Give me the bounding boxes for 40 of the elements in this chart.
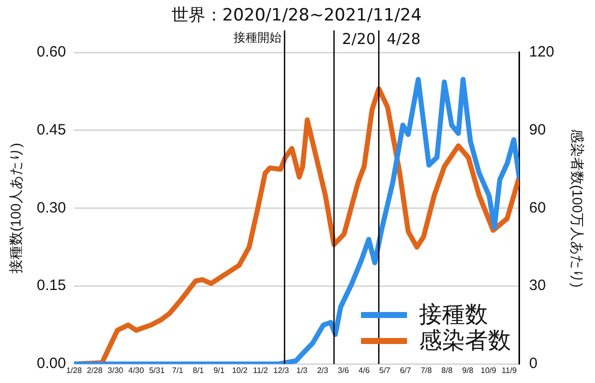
x-tick-label: 11/9 [502,366,518,376]
x-tick-label: 1/28 [66,366,82,376]
x-tick-label: 3/30 [108,366,124,376]
y-tick-label: 0.60 [36,44,66,61]
legend-label: 接種数 [419,302,488,328]
x-tick-label: 8/1 [192,366,204,376]
y-tick-label: 0.00 [36,355,66,372]
x-tick-label: 8/8 [441,366,454,376]
y2-tick-label: 120 [529,44,554,61]
legend-label: 感染者数 [419,328,512,354]
y-tick-label: 0.30 [36,199,66,216]
x-tick-label: 9/8 [462,366,474,376]
x-tick-label: 2/28 [86,366,104,376]
x-tick-label: 2/3 [317,366,329,376]
x-tick-label: 1/3 [296,366,308,376]
x-tick-label: 10/2 [232,366,248,376]
x-tick-label: 4/6 [358,366,370,376]
y2-tick-label: 30 [529,277,546,294]
y2-axis-title: 感染者数(100万人あたり) [570,128,586,288]
y-tick-label: 0.15 [36,277,66,294]
x-tick-label: 3/6 [338,366,350,376]
x-tick-label: 4/30 [128,366,144,376]
x-tick-label: 7/1 [172,366,184,376]
y2-tick-label: 0 [529,355,538,372]
x-tick-label: 7/8 [420,366,432,376]
x-tick-label: 11/2 [252,366,269,376]
x-tick-label: 9/1 [213,366,226,376]
ref-line-label: 2/20 [342,30,376,48]
y2-tick-label: 90 [529,121,546,138]
chart-title: 世界：2020/1/28~2021/11/24 [171,6,422,26]
x-tick-label: 5/31 [149,366,166,376]
y-axis-title: 接種数(100人あたり) [7,142,24,274]
y2-tick-label: 60 [529,199,546,216]
x-tick-label: 6/7 [400,366,412,376]
x-tick-label: 5/7 [379,366,391,376]
ref-line-label: 4/28 [386,30,420,48]
x-tick-label: 10/9 [480,366,497,376]
ref-line-label: 接種開始 [234,30,282,45]
y-tick-label: 0.45 [36,121,66,138]
x-tick-label: 12/3 [273,366,290,376]
